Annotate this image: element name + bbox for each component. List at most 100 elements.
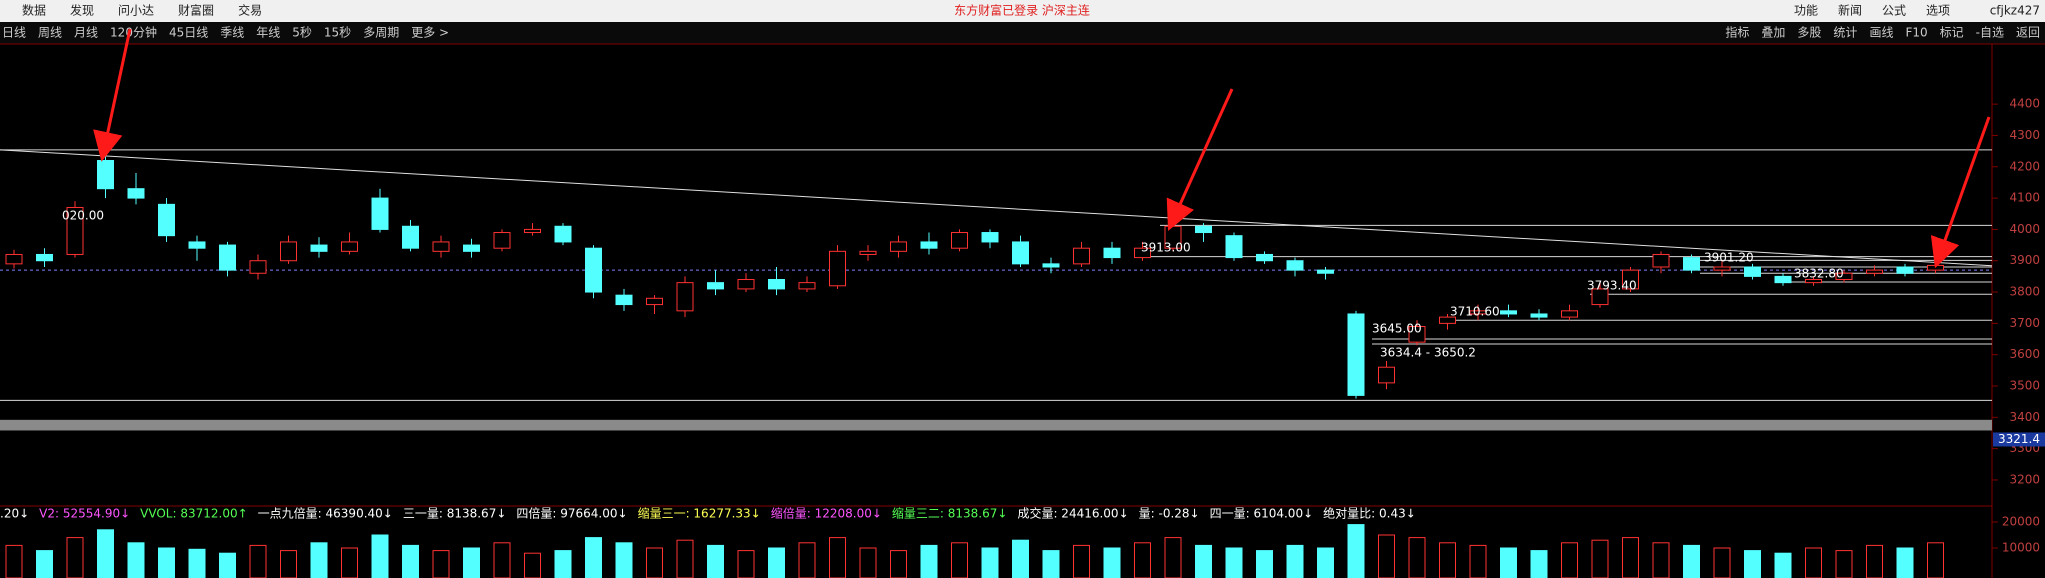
period-tab[interactable]: 15秒 — [324, 26, 351, 40]
volume-bar — [1164, 537, 1182, 578]
candle-body — [280, 241, 297, 262]
period-tab[interactable]: 季线 — [220, 26, 244, 40]
arrow — [1166, 88, 1234, 231]
volume-bar — [707, 544, 724, 578]
volume-bar — [127, 542, 145, 578]
candle-body — [1042, 263, 1060, 268]
volume-bar — [1347, 524, 1365, 578]
volume-bar — [951, 542, 968, 578]
price-band — [0, 419, 1992, 431]
price-annotation: 3710.60 — [1450, 305, 1500, 319]
candle-body — [1530, 313, 1548, 318]
candle-body — [646, 297, 663, 306]
candle-body — [310, 244, 328, 252]
period-tab[interactable]: 多周期 — [363, 26, 399, 40]
toolbar-button[interactable]: 统计 — [1833, 26, 1857, 40]
volume-bar — [219, 552, 236, 578]
y-tick-label: 3200 — [2009, 472, 2040, 486]
toolbar-button[interactable]: 叠加 — [1761, 26, 1785, 40]
toolbar-button[interactable]: -自选 — [1976, 26, 2004, 40]
candle-body — [402, 225, 419, 249]
period-tab[interactable]: 120分钟 — [110, 25, 157, 40]
y-tick-label: 4400 — [2009, 97, 2040, 111]
candle-body — [1195, 225, 1212, 234]
volume-bar — [646, 547, 663, 578]
candle-body — [188, 241, 206, 249]
toolbar-button[interactable]: 返回 — [2016, 26, 2040, 40]
candle-body — [1744, 266, 1761, 277]
period-tab[interactable]: 5秒 — [292, 26, 312, 40]
volume-bar — [97, 529, 114, 578]
volume-bar — [829, 537, 846, 578]
indicator-value: 成交量: 24416.00↓ — [1017, 506, 1128, 521]
volume-bar — [1530, 550, 1548, 578]
candle-body — [1347, 313, 1365, 396]
volume-bar — [158, 547, 175, 578]
menu-item[interactable]: 公式 — [1882, 4, 1906, 18]
y-tick-label: 4300 — [2009, 128, 2040, 142]
price-annotation: 3793.40 — [1587, 279, 1637, 293]
menu-item[interactable]: 问小达 — [118, 4, 154, 18]
candle-body — [36, 253, 53, 262]
indicator-value: 四一量: 6104.00↓ — [1210, 507, 1314, 521]
volume-bar — [1134, 542, 1151, 578]
candle-body — [1317, 269, 1334, 274]
candle-body — [1835, 272, 1853, 281]
period-tab[interactable]: 年线 — [256, 26, 280, 40]
toolbar-button[interactable]: F10 — [1905, 26, 1927, 40]
volume-bar — [341, 547, 358, 578]
candle-body — [676, 282, 694, 312]
volume-bar — [1469, 544, 1487, 578]
candle-body — [1713, 266, 1731, 271]
candle-body — [1012, 241, 1029, 265]
volume-bar — [1286, 544, 1304, 578]
toolbar-button[interactable]: 多股 — [1797, 26, 1821, 40]
toolbar-button[interactable]: 画线 — [1869, 26, 1893, 40]
menu-item[interactable]: 功能 — [1794, 4, 1818, 18]
volume-bar — [1744, 550, 1761, 578]
y-tick-label: 4200 — [2009, 159, 2040, 173]
candle-body — [5, 253, 23, 265]
volume-bar — [1622, 537, 1639, 578]
menu-item[interactable]: 交易 — [238, 3, 262, 18]
candle-body — [859, 250, 877, 255]
period-tab[interactable]: 周线 — [38, 26, 62, 40]
period-tab[interactable]: 45日线 — [169, 26, 208, 40]
menu-item[interactable]: 新闻 — [1838, 3, 1862, 18]
period-tab[interactable]: 月线 — [74, 26, 98, 40]
toolbar-button[interactable]: 标记 — [1940, 26, 1964, 40]
menu-item[interactable]: 数据 — [22, 3, 46, 18]
volume-bar — [1591, 539, 1609, 578]
volume-bar — [615, 542, 633, 578]
login-status: 东方财富已登录 沪深主连 — [954, 3, 1090, 18]
menu-item[interactable]: 选项 — [1926, 4, 1950, 18]
volume-bar — [768, 547, 785, 578]
period-tab[interactable]: 日线 — [2, 26, 26, 40]
volume-bar — [1317, 547, 1334, 578]
period-tab[interactable]: 更多 > — [411, 26, 449, 40]
candle-body — [1378, 366, 1395, 384]
candle-body — [66, 206, 84, 255]
candle-body — [1896, 266, 1914, 274]
volume-bar — [280, 550, 297, 578]
band-label-bg — [1993, 432, 2045, 447]
volume-bar — [1103, 547, 1121, 578]
candle-body — [829, 250, 846, 287]
volume-bar — [981, 547, 999, 578]
candle-body — [615, 294, 633, 306]
y-tick-label: 3900 — [2009, 253, 2040, 267]
menu-item[interactable]: 财富圈 — [178, 3, 214, 18]
volume-bar — [36, 550, 53, 578]
toolbar-button[interactable]: 指标 — [1725, 25, 1749, 40]
candle-body — [1103, 247, 1121, 259]
y-tick-label: 3700 — [2009, 316, 2040, 330]
volume-bar — [493, 542, 511, 578]
trend-line — [0, 149, 1993, 267]
menu-item[interactable]: 发现 — [70, 3, 94, 18]
user-name[interactable]: cfjkz427 — [1990, 4, 2040, 18]
volume-bar — [1713, 547, 1731, 578]
volume-bar — [1042, 550, 1060, 578]
volume-tick-label: 20000 — [2002, 515, 2040, 529]
volume-bar — [310, 542, 328, 578]
volume-bar — [890, 550, 907, 578]
